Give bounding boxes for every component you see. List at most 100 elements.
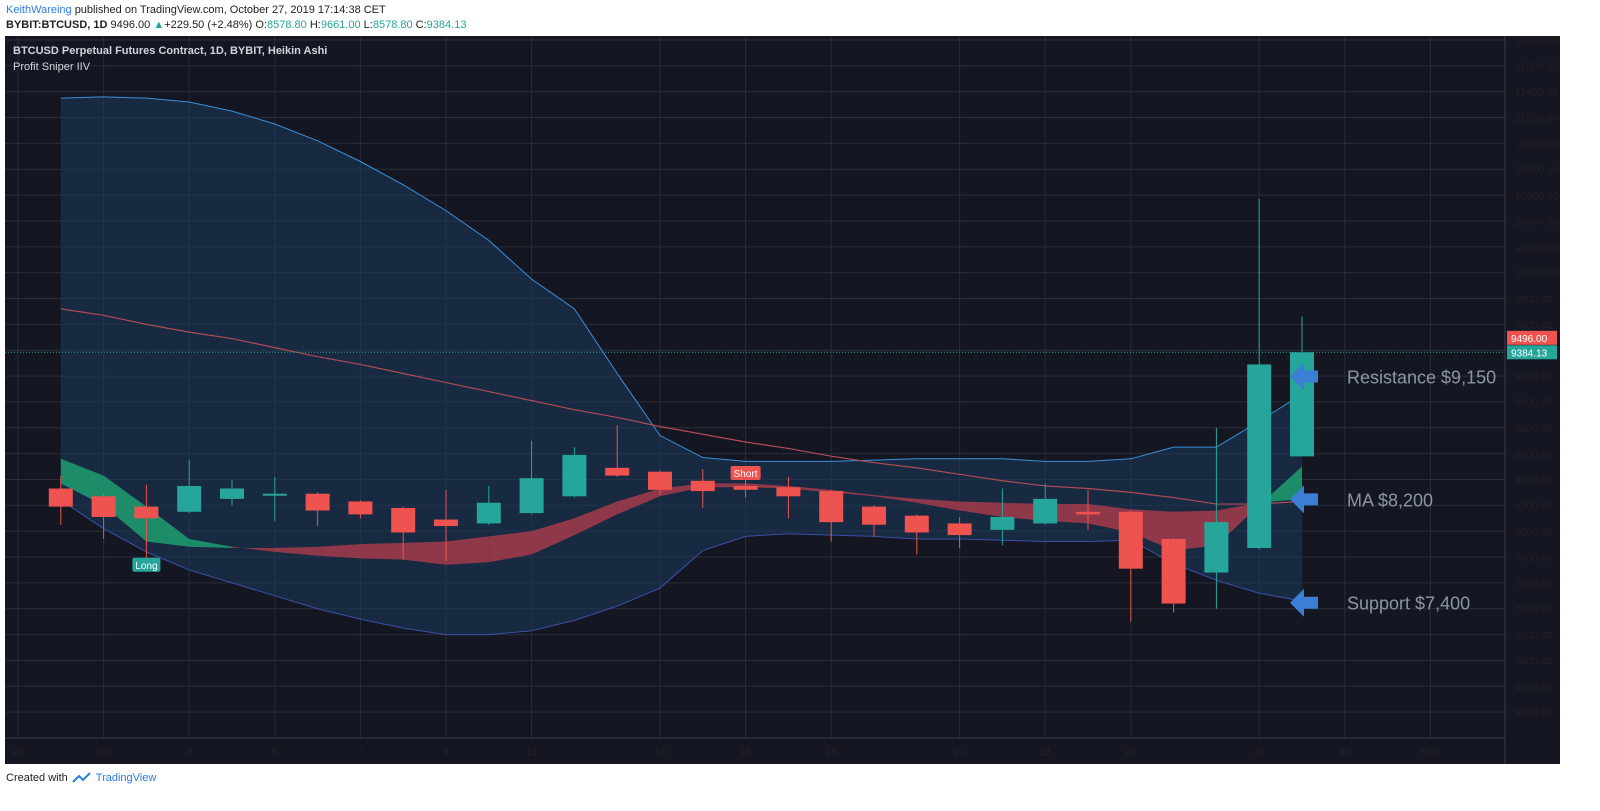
candle-body	[648, 471, 672, 490]
ma-line	[60, 308, 1303, 505]
cloud-segment	[617, 488, 660, 515]
cloud-segment	[360, 542, 404, 560]
ohlc-bar: BYBIT:BTCUSD, 1D 9496.00 ▲+229.50 (+2.48…	[6, 19, 466, 31]
x-tick-label: 28	[1253, 746, 1265, 758]
y-tick-label: 7000.00	[1515, 655, 1553, 667]
cloud-segment	[874, 494, 917, 503]
candle-body	[1076, 511, 1100, 515]
y-tick-label: 10400.00	[1515, 216, 1559, 228]
annotation-label: Support $7,400	[1347, 594, 1470, 614]
x-tick-label: Nov	[1421, 746, 1440, 758]
x-tick-label: 3	[186, 746, 192, 758]
tradingview-link[interactable]: TradingView	[95, 772, 157, 784]
candle-body	[220, 488, 244, 499]
cloud-segment	[574, 501, 618, 536]
y-tick-label: 10000.00	[1515, 268, 1559, 280]
last-price-tag	[1507, 330, 1557, 345]
current-price-tag-label: 9384.13	[1511, 348, 1548, 359]
high-value: 9661.00	[320, 19, 361, 31]
candle-body	[262, 493, 287, 496]
author-link[interactable]: KeithWareing	[6, 4, 72, 16]
candle-body	[177, 485, 202, 512]
candle-body	[1161, 538, 1186, 604]
y-tick-label: 6800.00	[1515, 681, 1553, 693]
cloud-segment	[403, 541, 446, 565]
candle-body	[134, 506, 159, 519]
footer: Created with TradingView	[6, 772, 156, 784]
y-tick-label: 10600.00	[1515, 190, 1559, 202]
candle-body	[305, 493, 330, 511]
x-axis[interactable]: 29 Oct 3 5 7 9 11 14 16 18 21 23 25 28 30 Nov	[12, 746, 1440, 758]
annotation-label: MA $8,200	[1347, 490, 1433, 510]
price-chart[interactable]: Long Short Resistance $9,150 MA $8,200 Supp…	[5, 36, 1560, 764]
x-tick-label: 23	[1039, 746, 1051, 758]
x-tick-label: 5	[272, 746, 278, 758]
cloud-segment	[274, 546, 318, 556]
cloud-segment	[916, 498, 960, 511]
open-value: 8578.80	[267, 19, 307, 31]
x-tick-label: 29	[12, 746, 24, 758]
bollinger-band	[60, 96, 1303, 636]
candles	[48, 198, 1314, 622]
long-signal-label: Long	[135, 561, 157, 572]
y-tick-label: 7600.00	[1515, 578, 1553, 590]
y-tick-label: 11600.00	[1515, 61, 1558, 73]
candle-body	[904, 515, 929, 533]
y-tick-label: 11000.00	[1515, 138, 1558, 150]
y-tick-label: 6600.00	[1515, 707, 1553, 719]
candle-body	[1033, 498, 1058, 524]
y-tick-label: 7800.00	[1515, 552, 1553, 564]
candle-body	[348, 501, 373, 515]
x-tick-label: 30	[1339, 746, 1351, 758]
last-price-tag-label: 9496.00	[1511, 334, 1548, 345]
cloud-segment	[232, 546, 275, 552]
y-tick-label: 9600.00	[1515, 319, 1553, 331]
y-tick-label: 11200.00	[1515, 113, 1558, 125]
long-signal-badge	[132, 557, 161, 572]
candle-body	[947, 523, 972, 536]
candle-body	[91, 496, 116, 517]
close-value: 9384.13	[426, 19, 467, 31]
candle-body	[862, 506, 886, 525]
cloud-segment	[317, 544, 361, 559]
y-tick-label: 10200.00	[1515, 242, 1559, 254]
x-tick-label: 16	[740, 746, 752, 758]
x-tick-label: Oct	[95, 746, 111, 758]
candle-body	[605, 467, 630, 476]
x-tick-label: 25	[1125, 746, 1137, 758]
y-tick-label: 8600.00	[1515, 449, 1553, 461]
short-signal-label: Short	[734, 469, 758, 480]
moving-average	[60, 308, 1303, 505]
low-label: L:	[363, 19, 373, 31]
annotations: Resistance $9,150 MA $8,200 Support $7,400	[1290, 362, 1496, 617]
y-tick-label: 7400.00	[1515, 604, 1553, 616]
candle-body	[1204, 522, 1229, 573]
low-value: 8578.80	[372, 19, 413, 31]
cloud-segment	[1259, 466, 1302, 506]
x-tick-label: 21	[954, 746, 966, 758]
y-axis[interactable]: 6600.00 6800.00 7000.00 7200.00 7400.00 7600.…	[1515, 36, 1559, 719]
created-with: Created with	[6, 772, 68, 784]
candle-body	[48, 488, 73, 507]
candle-body	[776, 487, 801, 497]
cloud-segment	[189, 538, 232, 548]
y-tick-label: 9200.00	[1515, 371, 1553, 383]
tradingview-logo-icon	[72, 772, 91, 783]
short-signal-badge	[730, 466, 761, 481]
band-upper-line	[60, 96, 1303, 462]
candle-body	[990, 516, 1015, 530]
x-tick-label: 14	[654, 746, 666, 758]
left-arrow-icon	[1290, 588, 1318, 617]
candle-body	[519, 478, 544, 514]
y-tick-label: 10800.00	[1515, 164, 1559, 176]
change-value: +229.50 (+2.48%)	[164, 19, 253, 31]
trend-cloud	[60, 458, 1302, 565]
x-tick-label: 11	[526, 746, 537, 758]
last-price: 9496.00	[110, 19, 151, 31]
x-tick-label: 18	[825, 746, 837, 758]
y-tick-label: 7200.00	[1515, 630, 1553, 642]
y-tick-label: 11400.00	[1515, 87, 1558, 99]
candle-body	[1118, 511, 1143, 569]
cloud-segment	[60, 458, 104, 506]
signals: Long Short	[132, 466, 761, 572]
